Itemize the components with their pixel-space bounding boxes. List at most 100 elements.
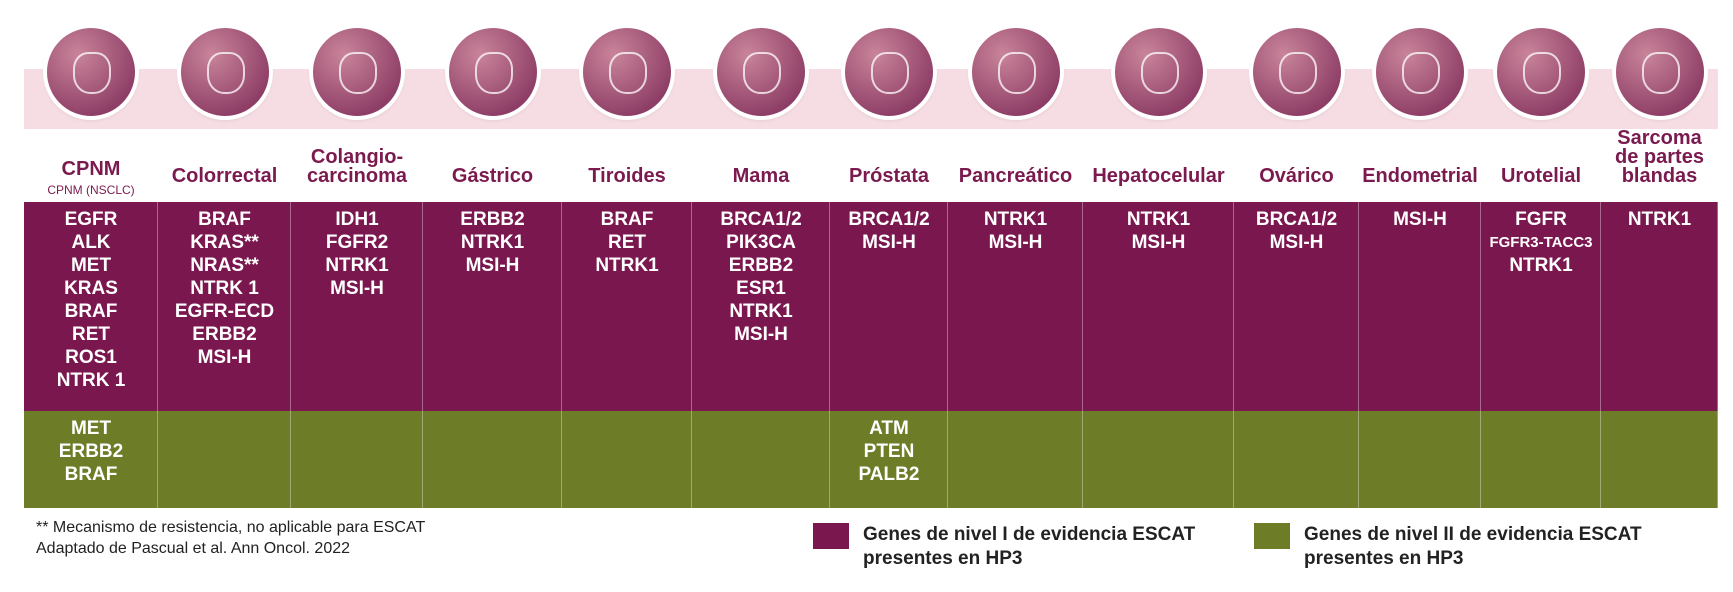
level1-cell <box>1601 202 1718 411</box>
column-header: de partes <box>1615 146 1704 168</box>
level2-cell <box>692 411 830 508</box>
gene-level1: MSI-H <box>1269 232 1324 253</box>
gene-level1: NTRK1 <box>729 301 793 322</box>
column-header: Urotelial <box>1500 165 1582 187</box>
organ-icon <box>47 28 135 116</box>
gene-level1: BRAF <box>198 209 251 230</box>
legend-label: presentes en HP3 <box>1304 548 1464 569</box>
gene-level2: PALB2 <box>858 464 920 485</box>
gene-level1: RET <box>608 232 646 253</box>
organ-icon <box>1114 28 1203 116</box>
gene-level1: MET <box>70 255 112 276</box>
gene-level1: NTRK1 <box>325 255 389 276</box>
gene-level1: ERBB2 <box>728 255 794 276</box>
gene-level1: RET <box>72 324 110 345</box>
level1-cell <box>1359 202 1481 411</box>
column-header: Sarcoma <box>1617 127 1702 149</box>
gene-level1: BRCA1/2 <box>848 209 930 230</box>
level1-cell <box>423 202 562 411</box>
gene-level1: NTRK 1 <box>56 370 126 391</box>
legend-swatch <box>813 523 849 549</box>
level2-cell <box>158 411 291 508</box>
level1-cell <box>158 202 291 411</box>
legend-label: Genes de nivel I de evidencia ESCAT <box>863 524 1196 545</box>
level1-cell <box>692 202 830 411</box>
level1-cell <box>562 202 692 411</box>
gene-level1: BRAF <box>64 301 118 322</box>
column-header: CPNM <box>61 158 121 180</box>
level1-cell <box>24 202 158 411</box>
gene-level1: MSI-H <box>330 278 384 299</box>
gene-level1: KRAS** <box>190 232 259 253</box>
gene-level1: NTRK 1 <box>190 278 259 299</box>
gene-level1: ERBB2 <box>192 324 257 345</box>
gene-level1: NTRK1 <box>1627 209 1692 230</box>
gene-level1: MSI-H <box>197 347 252 368</box>
organ-icon <box>845 28 933 116</box>
gene-level1: FGFR <box>1515 209 1567 230</box>
gene-level1: MSI-H <box>988 232 1043 253</box>
column-header: Ovárico <box>1259 165 1334 187</box>
organ-icon <box>971 28 1060 116</box>
column-header: carcinoma <box>306 165 408 187</box>
gene-level1: IDH1 <box>335 209 379 230</box>
gene-level1: ROS1 <box>65 347 117 368</box>
gene-level1: NRAS** <box>190 255 259 276</box>
footnote: ** Mecanismo de resistencia, no aplicabl… <box>36 519 426 536</box>
organ-icon <box>180 28 269 116</box>
column-header: Hepatocelular <box>1092 165 1225 187</box>
gene-level1: FGFR2 <box>325 232 389 253</box>
gene-level1: EGFR <box>64 209 118 230</box>
column-subheader: CPNM (NSCLC) <box>47 183 135 197</box>
gene-level1: MSI-H <box>1393 209 1447 230</box>
level2-cell <box>1601 411 1718 508</box>
level2-cell <box>24 411 158 508</box>
organ-icon <box>583 28 671 116</box>
organ-icon <box>448 28 537 116</box>
gene-level1: MSI-H <box>862 232 916 253</box>
legend-swatch <box>1254 523 1290 549</box>
level2-cell <box>423 411 562 508</box>
column-header: Endometrial <box>1362 165 1478 187</box>
gene-level1: ERBB2 <box>460 209 525 230</box>
organ-icon <box>1376 28 1464 116</box>
column-header: Tiroides <box>588 165 666 187</box>
column-header: Colorrectal <box>171 165 278 187</box>
gene-level1: KRAS <box>64 278 118 299</box>
gene-level1: MSI-H <box>734 324 788 345</box>
gene-level1: NTRK1 <box>1126 209 1191 230</box>
gene-level1: ALK <box>71 232 111 253</box>
level1-cell <box>830 202 948 411</box>
level1-cell <box>948 202 1083 411</box>
gene-level1: BRAF <box>600 209 654 230</box>
gene-level1: NTRK1 <box>1509 255 1573 276</box>
column-header: Mama <box>732 165 790 187</box>
gene-level1: NTRK1 <box>460 232 525 253</box>
column-header: Gástrico <box>451 165 534 187</box>
gene-level1: MSI-H <box>1131 232 1186 253</box>
column-header: Próstata <box>848 165 930 187</box>
footnote: Adaptado de Pascual et al. Ann Oncol. 20… <box>36 540 351 557</box>
level2-cell <box>948 411 1083 508</box>
level1-cell <box>1234 202 1359 411</box>
organ-icon <box>717 28 805 116</box>
level2-cell <box>562 411 692 508</box>
level1-cell <box>291 202 423 411</box>
level2-cell <box>1234 411 1359 508</box>
level2-cell <box>1481 411 1601 508</box>
organ-icon <box>1615 28 1704 116</box>
gene-level1: BRCA1/2 <box>1255 209 1338 230</box>
level2-cell <box>291 411 423 508</box>
level1-cell <box>1083 202 1234 411</box>
legend-label: Genes de nivel II de evidencia ESCAT <box>1304 524 1642 545</box>
gene-level1: ESR1 <box>736 278 786 299</box>
gene-level1: PIK3CA <box>726 232 796 253</box>
column-header: blandas <box>1621 165 1698 187</box>
organ-icon <box>1497 28 1585 116</box>
gene-level1: BRCA1/2 <box>720 209 802 230</box>
gene-level2: BRAF <box>64 464 118 485</box>
legend-label: presentes en HP3 <box>863 548 1023 569</box>
level2-cell <box>830 411 948 508</box>
level2-cell <box>1359 411 1481 508</box>
